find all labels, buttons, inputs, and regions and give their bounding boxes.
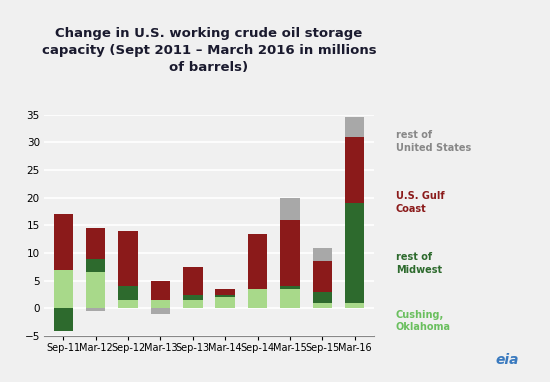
Bar xyxy=(183,295,202,300)
Bar xyxy=(54,214,73,270)
Bar xyxy=(86,228,106,259)
Bar xyxy=(118,231,138,286)
Bar xyxy=(183,267,202,295)
Bar xyxy=(216,297,235,309)
Bar xyxy=(183,300,202,309)
Bar xyxy=(280,220,300,286)
Text: eia: eia xyxy=(495,353,519,367)
Bar xyxy=(345,137,364,203)
Text: rest of
United States: rest of United States xyxy=(396,130,471,152)
Bar xyxy=(345,203,364,303)
Bar xyxy=(54,309,73,330)
Bar xyxy=(86,309,106,311)
Bar xyxy=(312,303,332,309)
Bar xyxy=(312,292,332,303)
Text: U.S. Gulf
Coast: U.S. Gulf Coast xyxy=(396,191,444,214)
Bar xyxy=(280,198,300,220)
Bar xyxy=(248,289,267,309)
Text: Cushing,
Oklahoma: Cushing, Oklahoma xyxy=(396,310,451,332)
Bar xyxy=(86,272,106,309)
Bar xyxy=(280,286,300,289)
Bar xyxy=(216,295,235,297)
Bar xyxy=(86,259,106,272)
Bar xyxy=(248,234,267,289)
Bar xyxy=(280,289,300,309)
Bar xyxy=(54,270,73,309)
Bar xyxy=(312,261,332,292)
Bar xyxy=(312,248,332,261)
Bar xyxy=(345,303,364,309)
Text: Change in U.S. working crude oil storage
capacity (Sept 2011 – March 2016 in mil: Change in U.S. working crude oil storage… xyxy=(42,27,376,74)
Text: rest of
Midwest: rest of Midwest xyxy=(396,253,442,275)
Bar xyxy=(118,286,138,300)
Bar xyxy=(345,117,364,137)
Bar xyxy=(216,289,235,295)
Bar xyxy=(151,300,170,309)
Bar xyxy=(118,300,138,309)
Bar xyxy=(151,309,170,314)
Bar xyxy=(151,281,170,300)
